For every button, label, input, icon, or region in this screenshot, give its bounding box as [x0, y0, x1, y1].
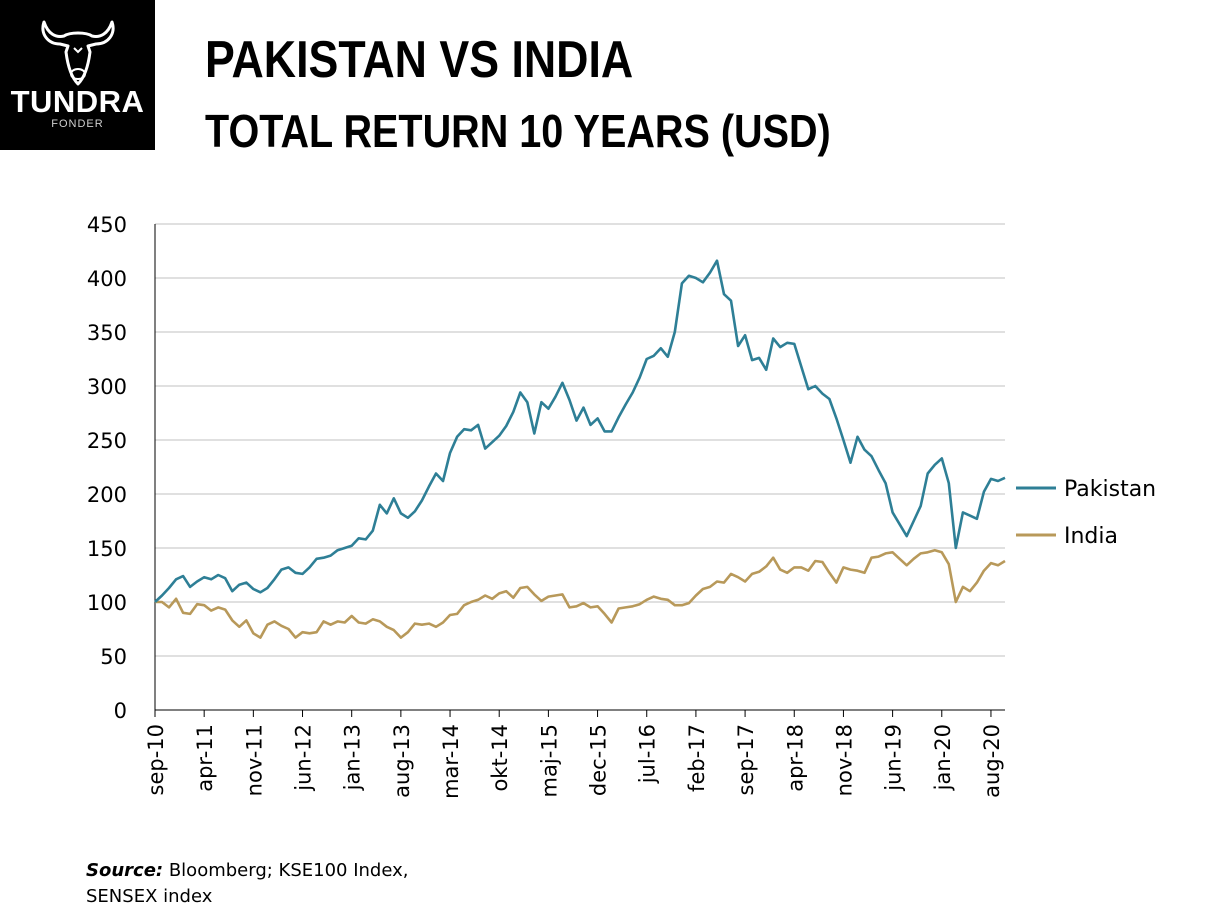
y-tick-label: 200 — [87, 483, 127, 507]
x-tick-label: jun-19 — [882, 724, 906, 792]
source-note: Source: Bloomberg; KSE100 Index, SENSEX … — [86, 858, 409, 910]
series-line-india — [155, 548, 1006, 639]
x-tick-label: maj-15 — [537, 724, 561, 797]
axes: 0 50 100 150 200 250 300 350 400 450 sep-10 apr-11 n… — [87, 213, 1005, 799]
y-tick-label: 50 — [100, 645, 127, 669]
x-tick-label: sep-17 — [734, 724, 758, 796]
bull-head-icon — [41, 20, 115, 86]
x-tick-label: aug-13 — [390, 724, 414, 798]
page-title: PAKISTAN VS INDIA — [205, 31, 634, 89]
x-tick-label: jan-20 — [931, 724, 955, 791]
x-tick-label: jun-12 — [292, 724, 316, 792]
x-tick-label: mar-14 — [439, 724, 463, 799]
x-tick-label: jan-13 — [341, 724, 365, 791]
y-tick-label: 100 — [87, 591, 127, 615]
source-text-line2: SENSEX index — [86, 886, 213, 907]
logo-subtitle: FONDER — [51, 118, 104, 130]
x-tick-label: jul-16 — [636, 724, 660, 784]
source-text-line1: Bloomberg; KSE100 Index, — [163, 860, 409, 881]
y-tick-label: 450 — [87, 213, 127, 237]
legend: Pakistan India — [1016, 477, 1156, 549]
source-label: Source: — [86, 860, 164, 881]
x-tick-label: sep-10 — [144, 724, 168, 796]
y-tick-label: 0 — [114, 699, 127, 723]
x-tick-label: nov-11 — [242, 724, 266, 796]
y-tick-label: 400 — [87, 267, 127, 291]
x-tick-label: aug-20 — [980, 724, 1004, 798]
legend-label-pakistan: Pakistan — [1064, 477, 1156, 502]
y-tick-label: 150 — [87, 537, 127, 561]
legend-label-india: India — [1064, 524, 1118, 549]
gridlines — [155, 223, 1005, 657]
logo-wordmark: TUNDRA — [10, 84, 145, 119]
x-tick-label: feb-17 — [685, 724, 709, 792]
page-subtitle: TOTAL RETURN 10 YEARS (USD) — [205, 105, 831, 157]
y-tick-label: 250 — [87, 429, 127, 453]
logo: TUNDRA FONDER — [0, 0, 155, 150]
x-tick-label: okt-14 — [488, 724, 512, 792]
x-tick-label: nov-18 — [832, 724, 856, 796]
y-tick-label: 300 — [87, 375, 127, 399]
y-tick-label: 350 — [87, 321, 127, 345]
x-tick-label: dec-15 — [587, 724, 611, 796]
x-tick-label: apr-11 — [193, 724, 217, 792]
series-lines — [154, 259, 1006, 639]
series-line-pakistan — [154, 259, 1006, 603]
x-tick-label: apr-18 — [783, 724, 807, 792]
